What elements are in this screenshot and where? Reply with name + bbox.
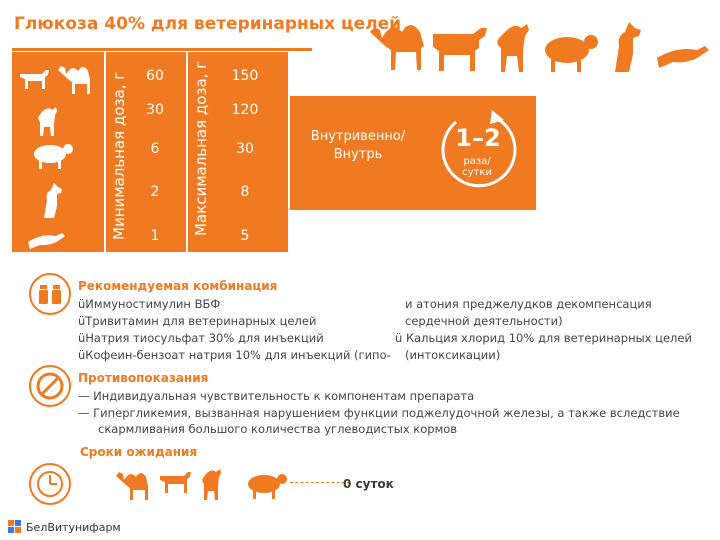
page-title: Глюкоза 40% для ветеринарных целей (14, 14, 402, 34)
max-dose-value: 120 (231, 102, 259, 118)
contraindications-heading: Противопоказания (78, 371, 209, 385)
dog-icon (44, 183, 62, 218)
sheep-icon (34, 144, 73, 169)
max-dose-value: 150 (231, 68, 259, 84)
dog-icon (615, 22, 641, 72)
brand-name: БелВитунифарм (26, 521, 121, 534)
vials-icon (29, 273, 71, 315)
min-dose-value: 1 (150, 228, 160, 244)
min-dose-value: 2 (150, 184, 160, 200)
camel-icon (370, 25, 424, 70)
frequency-value: 1–2 (455, 124, 501, 152)
camel-icon (116, 472, 148, 500)
withdrawal-value: 0 суток (343, 477, 394, 491)
max-dose-column (184, 52, 288, 252)
brand-logo-icon (8, 520, 21, 533)
title-underline (12, 48, 312, 51)
max-dose-label: Максимальная доза, г (192, 60, 210, 236)
max-dose-value: 5 (240, 228, 250, 244)
withdrawal-heading: Сроки ожидания (80, 445, 198, 459)
route-box (290, 96, 424, 210)
divider (186, 52, 188, 252)
horse-icon (497, 24, 529, 72)
combination-item: üНатрия тиосульфат 30% для инъекций (78, 331, 324, 345)
cow-icon (20, 70, 49, 89)
combination-heading: Рекомендуемая комбинация (78, 279, 278, 293)
min-dose-value: 30 (146, 102, 164, 118)
combination-item: и атония преджелудков декомпенсация (405, 297, 652, 311)
min-dose-label: Минимальная доза, г (110, 71, 128, 240)
cycle-arrow-icon (441, 110, 517, 188)
max-dose-value: 30 (236, 141, 254, 157)
combination-item: сердечной деятельности) (405, 314, 563, 328)
clock-icon (29, 463, 71, 505)
ferret-icon (657, 46, 709, 68)
cow-icon (433, 28, 487, 71)
dotted-line (290, 482, 350, 484)
combination-item: ü Кальция хлорид 10% для ветеринарных це… (395, 331, 692, 345)
animal-icons-top (370, 22, 709, 72)
horse-icon (38, 107, 57, 136)
sheep-icon (545, 35, 598, 72)
min-dose-value: 60 (146, 68, 164, 84)
combination-item: (интоксикации) (405, 348, 501, 362)
no-icon (29, 365, 71, 407)
contraindication-item: — Гипергликемия, вызванная нарушением фу… (78, 406, 680, 420)
route-text: Внутривенно/ Внутрь (310, 129, 406, 162)
divider (104, 52, 106, 252)
combination-item: üИммуностимулин ВБФ (78, 297, 221, 311)
max-dose-value: 8 (240, 184, 250, 200)
contraindication-item: — Индивидуальная чувствительность к комп… (78, 389, 475, 403)
animal-icons-side (20, 66, 90, 249)
cow-icon (160, 472, 191, 493)
min-dose-value: 6 (150, 141, 160, 157)
sheep-icon (248, 474, 287, 499)
horse-icon (202, 469, 221, 500)
combination-item: üТривитамин для ветеринарных целей (78, 314, 317, 328)
frequency-unit: раза/ сутки (462, 156, 492, 178)
camel-icon (58, 66, 90, 94)
contraindication-item: скармливания большого количества углевод… (98, 422, 458, 436)
combination-item: üКофеин-бензоат натрия 10% для инъекций … (78, 348, 391, 362)
ferret-icon (28, 233, 65, 249)
animal-icons-withdrawal (116, 469, 287, 500)
